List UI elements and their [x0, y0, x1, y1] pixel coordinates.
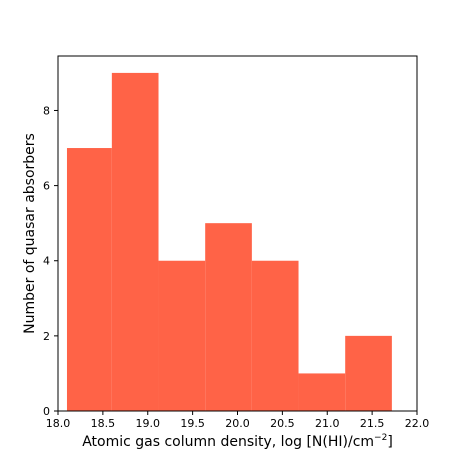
histogram-bar — [298, 373, 346, 411]
x-tick-label: 18.0 — [46, 417, 71, 430]
x-tick-label: 18.5 — [91, 417, 116, 430]
x-axis-label-main: Atomic gas column density, log [N(HI)/cm — [82, 434, 374, 450]
histogram-bar — [251, 260, 299, 411]
histogram-bar — [345, 335, 392, 411]
x-tick-label: 19.5 — [180, 417, 205, 430]
y-axis-ticks: 0 2 4 6 8 — [43, 104, 58, 418]
x-tick-label: 19.0 — [136, 417, 161, 430]
histogram-bar — [111, 72, 159, 412]
histogram-bar — [205, 223, 252, 411]
x-tick-label: 21.0 — [315, 417, 340, 430]
histogram-bar — [66, 148, 112, 411]
x-axis-label-superscript: −2 — [374, 433, 387, 443]
histogram-bar — [158, 260, 206, 411]
y-tick-label: 2 — [43, 330, 50, 343]
y-tick-label: 4 — [43, 255, 50, 268]
x-axis-label: Atomic gas column density, log [N(HI)/cm… — [82, 433, 393, 450]
x-tick-label: 20.0 — [225, 417, 250, 430]
x-tick-label: 22.0 — [405, 417, 430, 430]
bars-group — [66, 72, 392, 412]
x-tick-label: 20.5 — [270, 417, 295, 430]
x-axis-ticks: 18.0 18.5 19.0 19.5 20.0 20.5 21.0 21.5 22.0 — [46, 411, 430, 430]
y-tick-label: 6 — [43, 180, 50, 193]
y-tick-label: 8 — [43, 104, 50, 117]
x-tick-label: 21.5 — [360, 417, 385, 430]
x-axis-label-end: ] — [387, 434, 392, 450]
y-axis-label: Number of quasar absorbers — [22, 133, 38, 334]
y-tick-label: 0 — [43, 405, 50, 418]
